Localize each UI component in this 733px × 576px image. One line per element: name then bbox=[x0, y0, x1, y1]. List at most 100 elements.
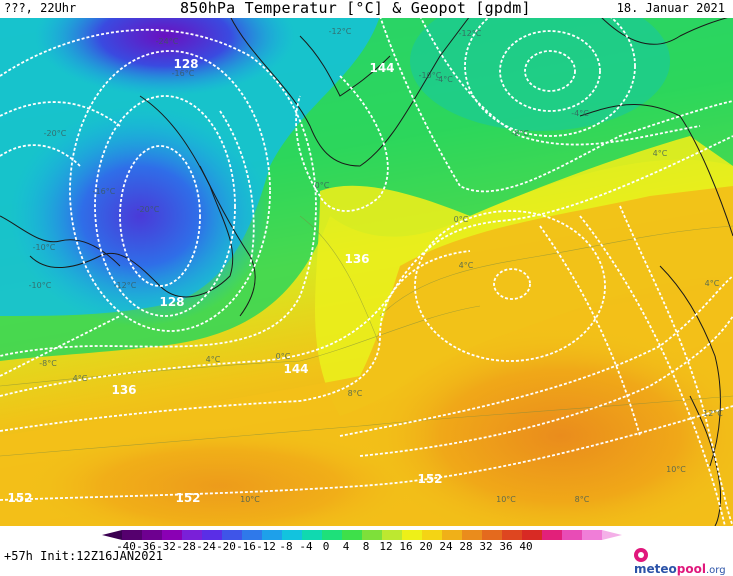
warm-core-south bbox=[20, 426, 420, 526]
temperature-label: -4°C bbox=[571, 109, 589, 118]
geopotential-label: 152 bbox=[417, 472, 442, 486]
colorbar-tick-label: 20 bbox=[419, 540, 433, 553]
temperature-label: 0°C bbox=[454, 215, 469, 224]
temperature-label: 10°C bbox=[666, 465, 686, 474]
temperature-label: -20°C bbox=[44, 129, 67, 138]
colorbar-cell bbox=[142, 530, 163, 540]
colorbar-tick-label: -8 bbox=[279, 540, 293, 553]
temperature-label: -4°C bbox=[435, 75, 453, 84]
colorbar-cell bbox=[522, 530, 543, 540]
temperature-label: 4°C bbox=[73, 374, 88, 383]
colorbar-cell bbox=[462, 530, 483, 540]
temperature-label: -10°C bbox=[29, 281, 52, 290]
geopotential-label: 144 bbox=[283, 362, 308, 376]
temperature-label: 4°C bbox=[206, 355, 221, 364]
colorbar-tick-label: -28 bbox=[176, 540, 196, 553]
temperature-label: -16°C bbox=[93, 187, 116, 196]
geopotential-label: 136 bbox=[344, 252, 369, 266]
colorbar-cell bbox=[442, 530, 463, 540]
geopotential-label: 136 bbox=[111, 383, 136, 397]
colorbar-tick-label: -24 bbox=[196, 540, 216, 553]
temperature-label: -20°C bbox=[137, 205, 160, 214]
coastlines bbox=[0, 16, 733, 526]
colorbar-cell bbox=[542, 530, 563, 540]
map-header: ???, 22Uhr 850hPa Temperatur [°C] & Geop… bbox=[0, 0, 733, 18]
geopotential-labels: 128 128 136 136 144 144 152 152 152 bbox=[7, 57, 442, 505]
temperature-label: 4°C bbox=[653, 149, 668, 158]
colorbar-cell bbox=[582, 530, 603, 540]
temperature-label: 4°C bbox=[705, 279, 720, 288]
forecast-run-info: +57h Init:12Z16JAN2021 bbox=[4, 549, 163, 563]
temperature-label: 12°C bbox=[703, 409, 723, 418]
geopotential-contours bbox=[0, 16, 733, 526]
colorbar-tick-label: -32 bbox=[156, 540, 176, 553]
colorbar-cell bbox=[222, 530, 243, 540]
colorbar-tick-label: 16 bbox=[399, 540, 413, 553]
colorbar-cell bbox=[202, 530, 223, 540]
temperature-label: -10°C bbox=[33, 243, 56, 252]
colorbar-cell bbox=[122, 530, 143, 540]
temperature-label: -24°C bbox=[156, 37, 179, 46]
meteopool-logo[interactable]: meteopool.org bbox=[634, 548, 733, 576]
colorbar-cell bbox=[482, 530, 503, 540]
valid-date-label: 18. Januar 2021 bbox=[616, 1, 725, 15]
colorbar-tick-label: 24 bbox=[439, 540, 453, 553]
colorbar-tick-label: 12 bbox=[379, 540, 393, 553]
colorbar-cell bbox=[342, 530, 363, 540]
cold-core-west bbox=[10, 106, 270, 326]
temperature-label: -16°C bbox=[172, 69, 195, 78]
colorbar-cell bbox=[302, 530, 323, 540]
colorbar-cell bbox=[282, 530, 303, 540]
temperature-label: -12°C bbox=[114, 281, 137, 290]
colorbar-cell bbox=[402, 530, 423, 540]
colorbar-tick-label: -40 bbox=[116, 540, 136, 553]
temperature-label: 10°C bbox=[496, 495, 516, 504]
temperature-label: 4°C bbox=[459, 261, 474, 270]
temperature-label: 8°C bbox=[575, 495, 590, 504]
isotherms bbox=[0, 215, 733, 457]
colorbar-cell bbox=[362, 530, 383, 540]
colorbar-tick-label: -20 bbox=[216, 540, 236, 553]
geopotential-label: 128 bbox=[173, 57, 198, 71]
geopotential-label: 144 bbox=[369, 61, 394, 75]
colorbar-cell bbox=[322, 530, 343, 540]
colorbar-tick-label: 32 bbox=[479, 540, 493, 553]
geopotential-label: 128 bbox=[159, 295, 184, 309]
colorbar-tick-label: 40 bbox=[519, 540, 533, 553]
temperature-label: -8°C bbox=[511, 129, 529, 138]
map-title: 850hPa Temperatur [°C] & Geopot [gpdm] bbox=[180, 0, 531, 17]
temperature-colorbar bbox=[102, 530, 622, 540]
colorbar-tick-label: -16 bbox=[236, 540, 256, 553]
cold-pool-north bbox=[410, 16, 670, 131]
temperature-label: 0°C bbox=[315, 181, 330, 190]
colorbar-cell bbox=[262, 530, 283, 540]
colorbar-cell bbox=[162, 530, 183, 540]
temperature-label: 8°C bbox=[348, 389, 363, 398]
temperature-label: -12°C bbox=[329, 27, 352, 36]
weather-map: 128 128 136 136 144 144 152 152 152 -24°C -16°C -2… bbox=[0, 16, 733, 526]
temperature-label: -8°C bbox=[39, 359, 57, 368]
cold-core-northwest bbox=[35, 16, 295, 96]
colorbar-cell bbox=[502, 530, 523, 540]
colorbar-cell bbox=[602, 530, 622, 540]
geopotential-label: 152 bbox=[7, 491, 32, 505]
warm-core-southeast bbox=[360, 326, 733, 526]
map-footer: -40 -36 -32 -28 -24 -20 -16 -12 -8 -4 0 4 8 12 16 20 24 2… bbox=[0, 526, 733, 576]
colorbar-tick-label: 4 bbox=[342, 540, 350, 553]
colorbar-cell bbox=[562, 530, 583, 540]
colorbar-cell bbox=[182, 530, 203, 540]
colorbar-tick-label: 28 bbox=[459, 540, 473, 553]
temperature-labels: -24°C -16°C -20°C -16°C -20°C -12°C -10°C -10°C… bbox=[29, 27, 724, 504]
colorbar-tick-labels: -40 -36 -32 -28 -24 -20 -16 -12 -8 -4 0 4 8 12 16 20 24 2… bbox=[0, 540, 733, 554]
colorbar-tick-label: -36 bbox=[136, 540, 156, 553]
temperature-label: -12°C bbox=[459, 29, 482, 38]
colorbar-cell bbox=[242, 530, 263, 540]
meteopool-logo-icon bbox=[634, 548, 648, 562]
colorbar-cell bbox=[102, 530, 122, 540]
temperature-label: 0°C bbox=[276, 352, 291, 361]
colorbar-cell bbox=[422, 530, 443, 540]
temperature-label: -10°C bbox=[419, 71, 442, 80]
geopotential-label: 152 bbox=[175, 491, 200, 505]
colorbar-tick-label: 0 bbox=[322, 540, 330, 553]
colorbar-tick-label: -12 bbox=[256, 540, 276, 553]
